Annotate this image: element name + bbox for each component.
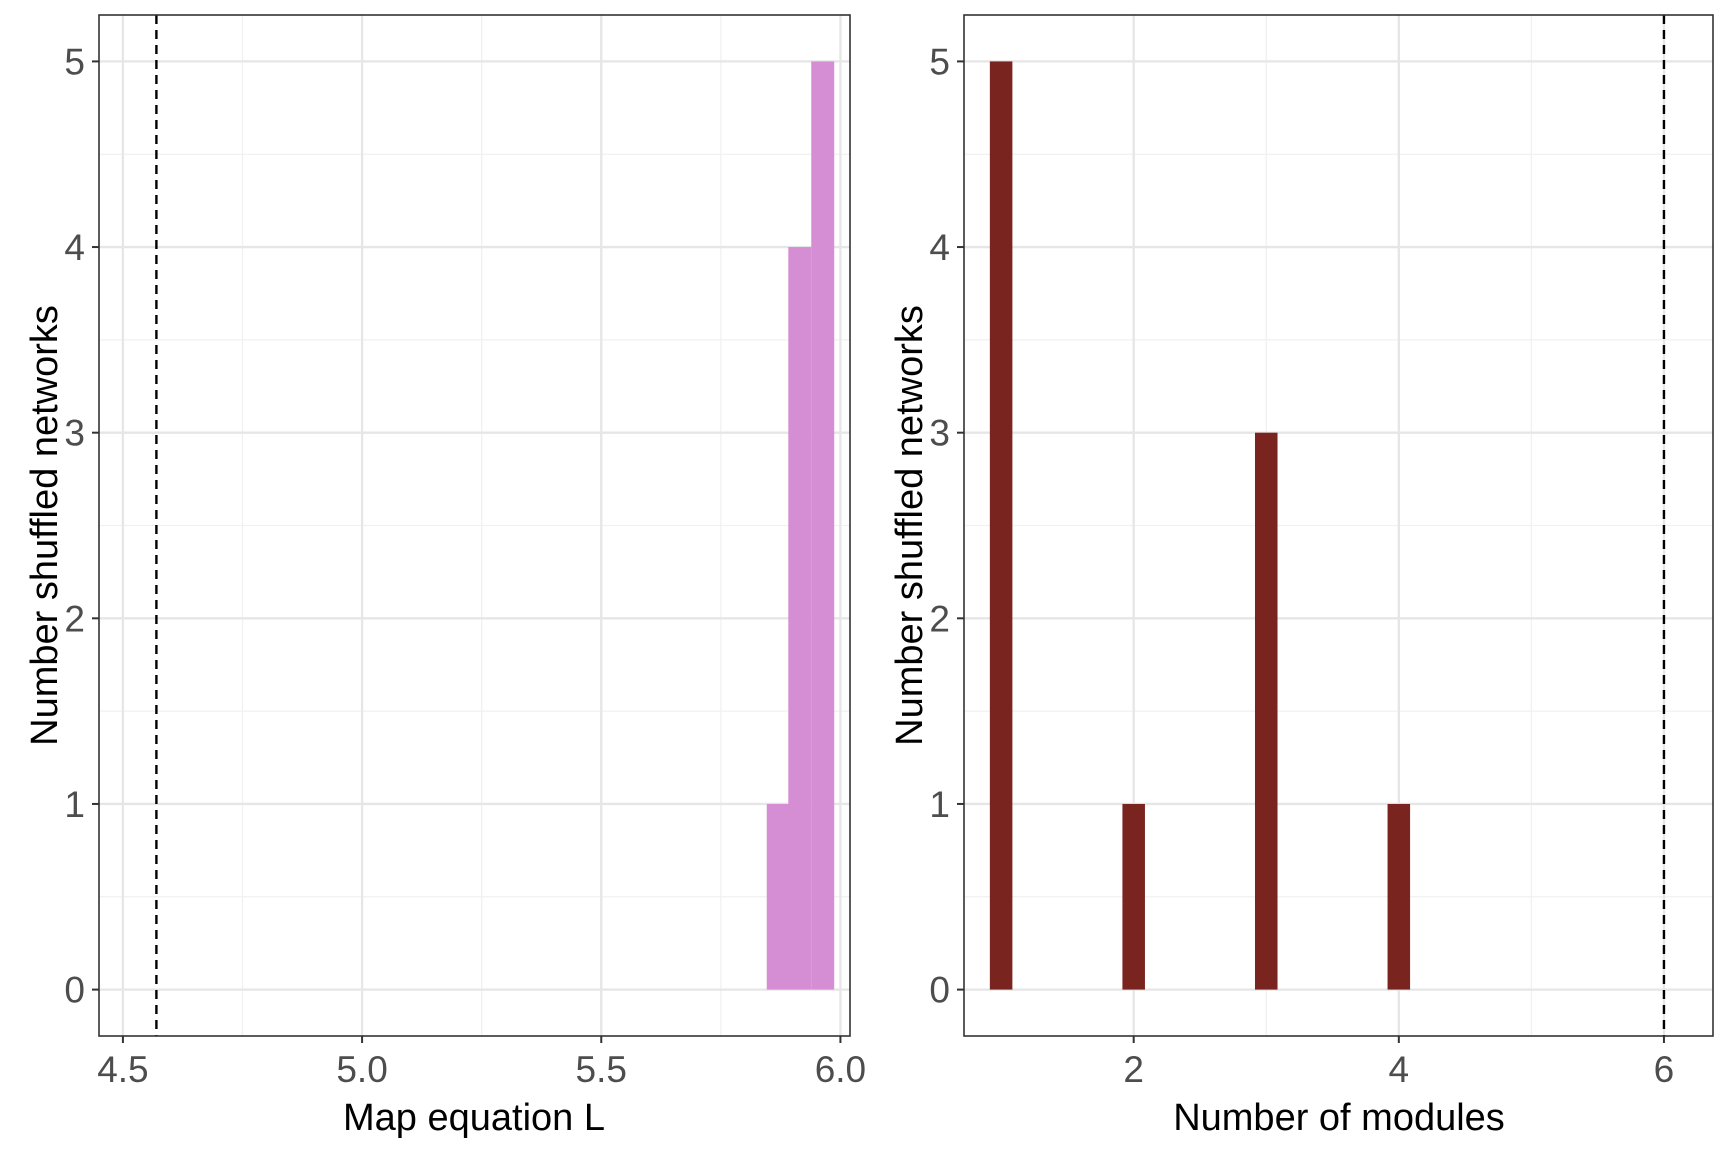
y-tick-label: 5 [64, 41, 85, 82]
panel-border [98, 14, 851, 1037]
histogram-number-of-modules: 2 4 6 0 1 2 3 4 5 Number of modules Number shuffle… [889, 14, 1714, 1139]
x-axis-title: Number of modules [1173, 1097, 1505, 1139]
x-tick-label: 2 [1123, 1049, 1144, 1090]
y-tick-label: 4 [64, 227, 85, 268]
histogram-bar [989, 61, 1013, 990]
y-axis-title: Number shuffled networks [889, 305, 931, 746]
x-tick-label: 4.5 [97, 1049, 148, 1090]
y-axis-title: Number shuffled networks [24, 305, 66, 746]
x-tick-label: 6.0 [815, 1049, 866, 1090]
y-tick-label: 0 [64, 970, 85, 1011]
y-tick-label: 4 [929, 227, 950, 268]
panel-border [963, 14, 1714, 1037]
histogram-bar [1254, 432, 1278, 990]
histogram-bar [811, 61, 835, 990]
histogram-bar [1387, 803, 1411, 990]
y-tick-label: 1 [929, 784, 950, 825]
histogram-map-equation: 4.5 5.0 5.5 6.0 0 1 2 3 4 5 Map equation L Number s… [24, 14, 866, 1139]
x-tick-label: 6 [1654, 1049, 1675, 1090]
histogram-bar [788, 247, 812, 990]
x-axis-title: Map equation L [343, 1097, 605, 1139]
histogram-bar [766, 803, 790, 990]
y-tick-label: 3 [64, 413, 85, 454]
y-tick-label: 0 [929, 970, 950, 1011]
y-tick-label: 3 [929, 413, 950, 454]
x-tick-label: 4 [1389, 1049, 1410, 1090]
x-tick-label: 5.5 [576, 1049, 627, 1090]
histogram-bar [1122, 803, 1145, 990]
y-tick-label: 2 [929, 598, 950, 639]
y-tick-label: 1 [64, 784, 85, 825]
x-tick-label: 5.0 [336, 1049, 387, 1090]
y-tick-label: 5 [929, 41, 950, 82]
y-tick-label: 2 [64, 598, 85, 639]
